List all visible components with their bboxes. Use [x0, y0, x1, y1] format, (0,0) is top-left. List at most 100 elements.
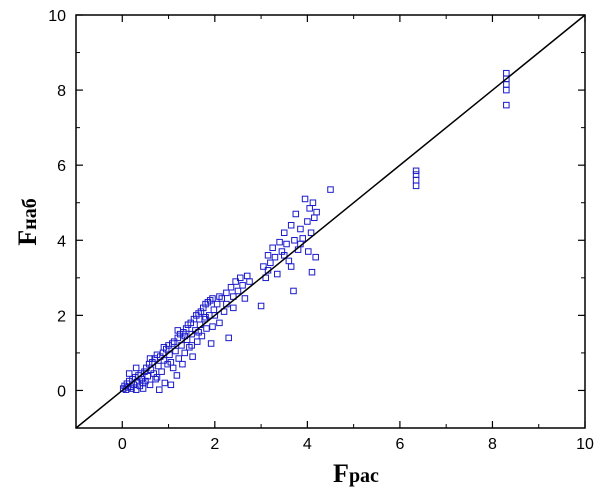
data-point	[280, 252, 288, 259]
data-point	[160, 344, 168, 351]
data-point	[207, 340, 215, 347]
y-tick-label-5: 10	[48, 8, 66, 25]
data-point	[241, 295, 249, 302]
data-point	[308, 268, 316, 276]
x-axis-title-main: F	[333, 459, 349, 488]
data-point	[139, 379, 147, 387]
data-point	[301, 195, 309, 203]
data-point	[152, 375, 159, 383]
data-point	[230, 293, 237, 300]
data-point	[182, 325, 190, 332]
data-point	[220, 308, 228, 315]
data-point	[234, 287, 242, 295]
data-point	[223, 289, 230, 297]
data-point	[161, 379, 169, 387]
data-point	[246, 278, 253, 285]
x-tick-label-2: 4	[303, 436, 312, 453]
data-point	[299, 235, 306, 242]
x-tick-label-0: 0	[118, 436, 127, 453]
data-point	[274, 270, 281, 278]
data-point	[287, 263, 295, 270]
data-point	[257, 302, 265, 310]
data-point	[297, 225, 304, 233]
y-tick-label-1: 2	[57, 308, 66, 325]
data-point	[167, 381, 175, 389]
data-point	[311, 214, 318, 221]
data-point	[230, 304, 237, 312]
data-point	[237, 274, 244, 282]
data-point	[267, 259, 274, 267]
data-point	[287, 222, 295, 229]
data-point	[216, 319, 223, 327]
y-tick-label-3: 6	[57, 158, 66, 175]
data-point	[169, 364, 177, 372]
data-point	[412, 182, 420, 190]
data-point	[239, 282, 246, 289]
data-point	[189, 353, 196, 360]
data-point	[269, 244, 276, 252]
data-point	[306, 205, 313, 212]
data-point	[503, 81, 510, 88]
data-point	[132, 386, 140, 393]
data-point	[292, 210, 300, 218]
data-point	[227, 283, 235, 291]
data-point	[156, 386, 163, 393]
data-point	[201, 315, 208, 323]
data-point	[327, 186, 334, 193]
data-point	[503, 101, 510, 109]
reference-line	[75, 14, 586, 429]
data-point	[209, 295, 216, 302]
data-point	[309, 199, 317, 206]
data-point	[188, 330, 195, 338]
data-point	[170, 338, 178, 345]
data-point	[210, 306, 218, 313]
data-point	[155, 362, 162, 370]
data-point	[175, 355, 182, 362]
data-point	[168, 340, 176, 347]
data-point	[209, 323, 216, 330]
data-point	[144, 372, 151, 380]
data-point	[203, 325, 210, 332]
data-point	[172, 347, 179, 355]
data-point	[264, 252, 272, 259]
data-point	[146, 355, 154, 362]
data-point	[412, 176, 420, 184]
x-axis-title-sub: рас	[349, 465, 379, 487]
data-point	[290, 287, 297, 295]
data-point	[193, 338, 201, 345]
scatter-points	[119, 69, 510, 393]
data-point	[271, 253, 279, 261]
y-axis-title-main: F	[13, 230, 42, 246]
data-point	[181, 332, 188, 340]
y-axis-title-sub: наб	[19, 198, 41, 230]
y-tick-label-0: 0	[57, 383, 66, 400]
data-point	[243, 272, 251, 280]
x-tick-label-1: 2	[210, 436, 219, 453]
data-point	[412, 171, 420, 178]
data-point	[304, 218, 311, 225]
y-axis-title: Fнаб	[13, 198, 42, 245]
data-point	[291, 237, 298, 244]
x-axis-title: Fрас	[333, 459, 379, 488]
data-point	[138, 375, 145, 383]
data-point	[313, 208, 320, 216]
plot-frame	[75, 14, 586, 429]
data-point	[283, 240, 290, 248]
data-point	[132, 364, 140, 372]
data-point	[262, 274, 269, 282]
data-point	[153, 374, 161, 381]
data-point	[307, 229, 315, 237]
data-point	[225, 334, 232, 342]
data-point	[202, 313, 209, 321]
y-tick-label-2: 4	[57, 233, 66, 250]
data-point	[146, 381, 154, 389]
data-point	[503, 86, 510, 94]
data-point	[312, 253, 319, 261]
data-point	[216, 293, 223, 300]
data-point	[125, 370, 133, 377]
x-tick-label-5: 10	[576, 436, 594, 453]
data-point	[195, 329, 202, 336]
data-point	[165, 342, 172, 349]
y-axis-tick-labels: 0 2 4 6 8 10	[48, 8, 66, 400]
